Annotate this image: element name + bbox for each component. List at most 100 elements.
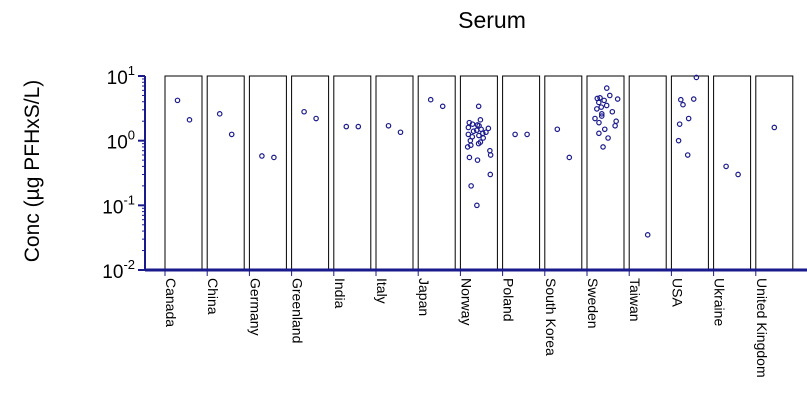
- panel-usa: [670, 75, 709, 271]
- x-tick-label-italy: Italy: [374, 278, 390, 304]
- data-point-china: [216, 111, 223, 117]
- data-point-usa: [676, 121, 683, 127]
- panel-greenland: [291, 75, 330, 271]
- data-point-taiwan: [644, 232, 651, 238]
- data-point-sweden: [592, 115, 598, 122]
- data-point-norway: [485, 125, 492, 132]
- data-point-norway: [487, 171, 494, 178]
- data-point-sweden: [605, 135, 611, 141]
- data-point-canada: [186, 117, 193, 123]
- data-point-norway: [476, 132, 482, 139]
- data-point-norway: [466, 154, 473, 161]
- panel-poland: [502, 75, 541, 271]
- data-point-greenland: [301, 108, 307, 115]
- category-panels: [164, 75, 794, 271]
- x-tick-label-poland: Poland: [501, 278, 517, 322]
- data-point-sweden: [596, 99, 602, 106]
- data-point-sweden: [601, 97, 607, 104]
- x-tick-label-ukraine: Ukraine: [712, 278, 728, 326]
- data-point-sweden: [606, 92, 613, 99]
- panel-germany: [248, 75, 287, 271]
- x-tick-label-south-korea: South Korea: [543, 278, 559, 356]
- data-point-norway: [487, 147, 493, 154]
- data-point-usa: [685, 115, 692, 122]
- data-point-norway: [464, 144, 471, 150]
- data-point-india: [343, 123, 350, 130]
- data-point-norway: [487, 152, 494, 158]
- data-point-usa: [675, 137, 682, 144]
- data-point-italy: [385, 122, 392, 129]
- panel-japan: [417, 75, 456, 271]
- data-point-sweden: [603, 102, 610, 109]
- data-point-sweden: [601, 126, 608, 133]
- data-point-china: [228, 131, 235, 138]
- data-point-norway: [470, 128, 477, 135]
- data-point-ukraine: [735, 171, 741, 178]
- data-point-canada: [174, 97, 181, 104]
- data-point-south-korea: [566, 154, 573, 161]
- y-tick-label: 100: [107, 128, 135, 154]
- panel-india: [333, 75, 372, 271]
- data-point-sweden: [614, 96, 621, 102]
- data-point-norway: [467, 137, 474, 144]
- data-point-germany: [271, 154, 277, 161]
- data-point-ukraine: [723, 163, 729, 170]
- data-point-norway: [465, 124, 472, 131]
- data-point-sweden: [603, 85, 610, 91]
- data-point-norway: [473, 127, 480, 134]
- panel-united-kingdom: [755, 75, 794, 271]
- data-point-usa: [684, 152, 691, 158]
- data-point-sweden: [596, 130, 602, 137]
- x-tick-label-usa: USA: [669, 278, 685, 307]
- x-tick-label-japan: Japan: [416, 278, 432, 316]
- data-point-united-kingdom: [771, 124, 778, 131]
- x-tick-label-taiwan: Taiwan: [627, 278, 643, 322]
- panel-south-korea: [544, 75, 583, 271]
- data-point-sweden: [600, 144, 606, 150]
- panel-ukraine: [713, 75, 752, 271]
- data-point-sweden: [612, 122, 618, 129]
- data-point-norway: [474, 202, 480, 209]
- data-point-sweden: [598, 113, 605, 119]
- data-point-sweden: [594, 106, 600, 112]
- x-tick-label-india: India: [332, 278, 348, 309]
- x-tick-label-norway: Norway: [458, 278, 474, 325]
- data-point-norway: [477, 117, 484, 123]
- data-point-japan: [427, 96, 434, 103]
- y-axis-label: Conc (µg PFHxS/L): [21, 80, 44, 262]
- chart-title: Serum: [458, 7, 526, 33]
- data-point-sweden: [598, 111, 605, 117]
- data-point-usa: [678, 96, 684, 103]
- data-point-usa: [693, 74, 700, 81]
- x-tick-label-united-kingdom: United Kingdom: [754, 278, 770, 378]
- x-axis: Canada China Germany Greenland India Italy Jap…: [145, 268, 807, 378]
- panel-taiwan: [628, 75, 667, 271]
- data-point-poland: [512, 131, 518, 138]
- data-point-norway: [483, 129, 489, 136]
- data-point-germany: [259, 153, 265, 159]
- y-tick-label: 10-2: [102, 257, 135, 283]
- data-point-norway: [468, 183, 474, 189]
- data-point-sweden: [596, 119, 602, 126]
- panel-italy: [375, 75, 414, 271]
- data-point-usa: [690, 96, 697, 102]
- data-point-norway: [469, 121, 476, 127]
- panel-canada: [164, 75, 203, 271]
- y-tick-label: 101: [107, 63, 135, 89]
- data-point-south-korea: [554, 126, 561, 133]
- x-tick-label-germany: Germany: [247, 278, 263, 336]
- data-point-norway: [475, 103, 482, 110]
- data-point-norway: [480, 135, 486, 141]
- data-point-india: [355, 123, 362, 130]
- data-point-sweden: [613, 118, 619, 125]
- y-tick-label: 10-1: [102, 192, 135, 218]
- x-tick-label-sweden: Sweden: [585, 278, 601, 329]
- data-point-italy: [397, 129, 404, 136]
- y-axis: 101 100 10-1 10-2: [102, 63, 146, 283]
- panel-sweden: [586, 75, 625, 271]
- data-point-norway: [465, 131, 472, 138]
- data-point-sweden: [598, 104, 605, 110]
- data-point-norway: [475, 140, 482, 147]
